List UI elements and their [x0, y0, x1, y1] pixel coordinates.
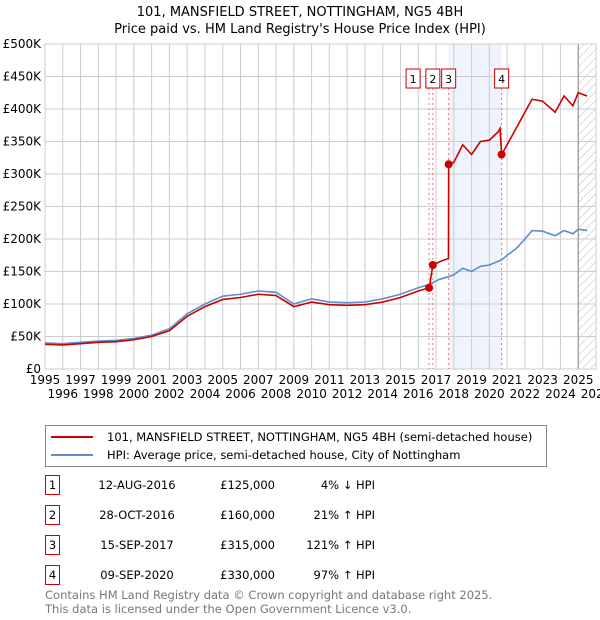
x-tick-label: 1997 [65, 373, 96, 387]
sale-label-frame [425, 68, 441, 89]
sale-date: 12-AUG-2016 [98, 478, 176, 492]
sale-price: £125,000 [220, 478, 275, 492]
y-tick-label: £500K [3, 37, 43, 51]
sale-marker-badge: 3 [45, 535, 60, 555]
sale-hpi-diff: 21% ↑ HPI [313, 508, 375, 522]
y-tick-label: £0 [26, 362, 41, 376]
sale-marker-badge: 4 [45, 565, 60, 585]
x-tick-label: 2020 [474, 387, 505, 401]
sale-label-frame [494, 68, 510, 89]
x-tick-label: 2001 [136, 373, 167, 387]
x-tick-label: 2021 [492, 373, 523, 387]
sale-label-number: 1 [410, 73, 417, 86]
x-tick-label: 2011 [314, 373, 345, 387]
plot-area: £0 £50K £100K £150K £200K £250K £300K £350K £400… [3, 37, 600, 401]
sale-hpi-diff: 4% ↓ HPI [320, 478, 375, 492]
x-tick-label: 1998 [83, 387, 114, 401]
sale-date: 28-OCT-2016 [99, 508, 175, 522]
x-tick-label: 2015 [385, 373, 416, 387]
y-tick-label: £350K [3, 135, 43, 149]
legend-label: 101, MANSFIELD STREET, NOTTINGHAM, NG5 4… [107, 430, 533, 444]
legend-item-hpi: HPI: Average price, semi-detached house,… [46, 447, 460, 463]
x-tick-label: 2003 [172, 373, 203, 387]
x-tick-label: 2006 [225, 387, 256, 401]
chart-title: 101, MANSFIELD STREET, NOTTINGHAM, NG5 4… [136, 5, 464, 20]
y-tick-label: £450K [3, 70, 43, 84]
x-tick-label: 2019 [456, 373, 487, 387]
sale-label-number: 2 [429, 73, 436, 86]
x-tick-label: 1996 [48, 387, 79, 401]
sale-marker-badge: 2 [45, 505, 60, 525]
x-tick-label: 2000 [119, 387, 150, 401]
x-tick-label: 2017 [421, 373, 452, 387]
legend-swatch-red [51, 436, 93, 438]
x-tick-label: 2007 [243, 373, 274, 387]
x-tick-label: 2023 [527, 373, 558, 387]
sale-row: 2 28-OCT-2016 £160,000 21% ↑ HPI [45, 505, 515, 525]
sale-point [497, 150, 506, 159]
legend-swatch-blue [51, 454, 93, 456]
sale-hpi-diff: 97% ↑ HPI [313, 568, 375, 582]
y-tick-label: £250K [3, 200, 43, 214]
footer-line-2: This data is licensed under the Open Gov… [45, 602, 412, 616]
x-tick-label: 2002 [154, 387, 185, 401]
sale-price: £330,000 [220, 568, 275, 582]
sale-point [444, 160, 453, 169]
x-tick-label: 2012 [332, 387, 363, 401]
x-tick-label: 2024 [545, 387, 576, 401]
x-tick-label: 2009 [279, 373, 310, 387]
sale-point [428, 261, 437, 269]
sale-row: 4 09-SEP-2020 £330,000 97% ↑ HPI [45, 565, 515, 585]
legend: 101, MANSFIELD STREET, NOTTINGHAM, NG5 4… [45, 425, 547, 467]
x-tick-label: 1999 [101, 373, 132, 387]
sale-label-box: 2 [425, 68, 441, 89]
x-tick-label: 2025 [563, 373, 594, 387]
legend-item-property: 101, MANSFIELD STREET, NOTTINGHAM, NG5 4… [46, 429, 532, 445]
x-tick-label: 2005 [207, 373, 238, 387]
y-tick-label: £50K [10, 330, 42, 344]
y-tick-label: £200K [3, 232, 43, 246]
footer: Contains HM Land Registry data © Crown c… [45, 588, 492, 616]
legend-label: HPI: Average price, semi-detached house,… [107, 448, 461, 462]
sale-date: 15-SEP-2017 [100, 538, 174, 552]
y-tick-label: £100K [3, 297, 43, 311]
sale-label-frame [405, 68, 421, 89]
sale-hpi-diff: 121% ↑ HPI [306, 538, 375, 552]
sale-marker-badge: 1 [45, 475, 60, 495]
property-price-line [44, 91, 588, 346]
y-tick-label: £400K [3, 102, 43, 116]
x-tick-label: 2022 [510, 387, 541, 401]
sale-price: £160,000 [220, 508, 275, 522]
x-tick-label: 2016 [403, 387, 434, 401]
sale-label-frame [441, 68, 457, 89]
sale-price: £315,000 [220, 538, 275, 552]
x-tick-label: 2013 [350, 373, 381, 387]
x-tick-label: 2026 [581, 387, 600, 401]
x-tick-label: 2010 [296, 387, 327, 401]
x-tick-label: 2014 [367, 387, 398, 401]
sale-label-box: 4 [494, 68, 510, 89]
sale-date: 09-SEP-2020 [100, 568, 174, 582]
x-tick-label: 2004 [190, 387, 221, 401]
sale-label-number: 3 [445, 73, 452, 86]
sale-row: 1 12-AUG-2016 £125,000 4% ↓ HPI [45, 475, 515, 495]
sale-point [425, 283, 434, 292]
sale-label-number: 4 [498, 73, 505, 86]
chart-subtitle: Price paid vs. HM Land Registry's House … [114, 22, 486, 37]
sale-label-box: 3 [441, 68, 457, 89]
sale-row: 3 15-SEP-2017 £315,000 121% ↑ HPI [45, 535, 515, 555]
sale-label-box: 1 [405, 68, 421, 89]
footer-line-1: Contains HM Land Registry data © Crown c… [45, 588, 493, 602]
x-tick-label: 1995 [30, 373, 61, 387]
plot-frame [44, 43, 597, 370]
y-tick-label: £150K [3, 265, 43, 279]
hpi-line [44, 228, 588, 345]
x-tick-label: 2008 [261, 387, 292, 401]
y-tick-label: £300K [3, 167, 43, 181]
x-tick-label: 2018 [439, 387, 470, 401]
